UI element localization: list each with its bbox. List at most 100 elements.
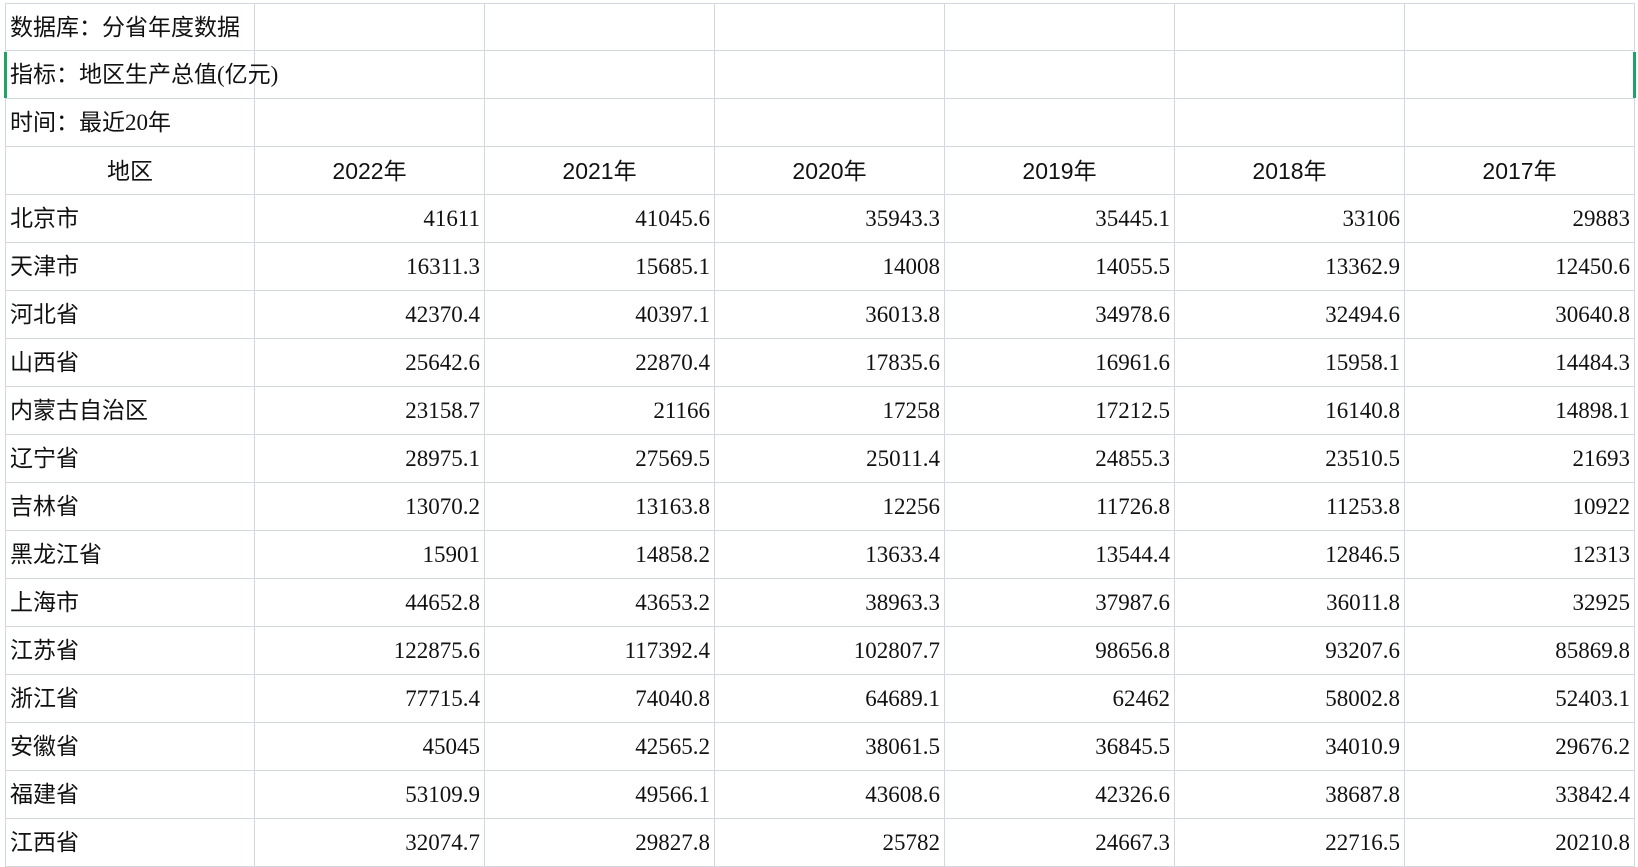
cell[interactable]: 62462 <box>945 675 1175 723</box>
cell[interactable]: 42565.2 <box>485 723 715 771</box>
cell[interactable]: 吉林省 <box>5 483 255 531</box>
cell[interactable]: 14858.2 <box>485 531 715 579</box>
cell[interactable]: 29883 <box>1405 195 1635 243</box>
cell[interactable]: 23158.7 <box>255 387 485 435</box>
cell[interactable]: 52403.1 <box>1405 675 1635 723</box>
cell[interactable]: 24855.3 <box>945 435 1175 483</box>
cell[interactable]: 24667.3 <box>945 819 1175 867</box>
cell[interactable]: 15901 <box>255 531 485 579</box>
cell[interactable]: 36013.8 <box>715 291 945 339</box>
cell[interactable]: 15685.1 <box>485 243 715 291</box>
cell[interactable]: 36011.8 <box>1175 579 1405 627</box>
cell[interactable]: 43653.2 <box>485 579 715 627</box>
cell[interactable]: 10922 <box>1405 483 1635 531</box>
cell[interactable]: 58002.8 <box>1175 675 1405 723</box>
cell[interactable]: 14898.1 <box>1405 387 1635 435</box>
cell[interactable]: 32074.7 <box>255 819 485 867</box>
cell[interactable]: 122875.6 <box>255 627 485 675</box>
cell[interactable]: 38687.8 <box>1175 771 1405 819</box>
empty-cell[interactable] <box>1175 99 1405 147</box>
cell[interactable]: 36845.5 <box>945 723 1175 771</box>
cell[interactable]: 38963.3 <box>715 579 945 627</box>
cell[interactable]: 安徽省 <box>5 723 255 771</box>
empty-cell[interactable] <box>945 51 1175 99</box>
cell[interactable]: 河北省 <box>5 291 255 339</box>
cell[interactable]: 45045 <box>255 723 485 771</box>
cell[interactable]: 43608.6 <box>715 771 945 819</box>
cell[interactable]: 77715.4 <box>255 675 485 723</box>
cell[interactable]: 17212.5 <box>945 387 1175 435</box>
cell[interactable]: 11253.8 <box>1175 483 1405 531</box>
cell[interactable]: 13163.8 <box>485 483 715 531</box>
cell[interactable]: 江苏省 <box>5 627 255 675</box>
cell[interactable]: 2020年 <box>715 147 945 195</box>
empty-cell[interactable] <box>715 99 945 147</box>
cell[interactable]: 2018年 <box>1175 147 1405 195</box>
empty-cell[interactable] <box>1405 99 1635 147</box>
cell[interactable]: 41611 <box>255 195 485 243</box>
cell[interactable]: 74040.8 <box>485 675 715 723</box>
empty-cell[interactable] <box>485 99 715 147</box>
cell[interactable]: 12256 <box>715 483 945 531</box>
cell[interactable]: 32494.6 <box>1175 291 1405 339</box>
cell[interactable]: 山西省 <box>5 339 255 387</box>
cell[interactable]: 34978.6 <box>945 291 1175 339</box>
cell[interactable]: 42370.4 <box>255 291 485 339</box>
cell[interactable]: 11726.8 <box>945 483 1175 531</box>
cell[interactable]: 44652.8 <box>255 579 485 627</box>
cell[interactable]: 98656.8 <box>945 627 1175 675</box>
cell[interactable]: 12846.5 <box>1175 531 1405 579</box>
cell[interactable]: 13544.4 <box>945 531 1175 579</box>
cell[interactable]: 117392.4 <box>485 627 715 675</box>
cell[interactable]: 上海市 <box>5 579 255 627</box>
cell[interactable]: 23510.5 <box>1175 435 1405 483</box>
empty-cell[interactable] <box>1405 3 1635 51</box>
cell[interactable]: 30640.8 <box>1405 291 1635 339</box>
empty-cell[interactable] <box>485 3 715 51</box>
cell[interactable]: 北京市 <box>5 195 255 243</box>
cell[interactable]: 25642.6 <box>255 339 485 387</box>
cell[interactable]: 37987.6 <box>945 579 1175 627</box>
cell[interactable]: 35943.3 <box>715 195 945 243</box>
cell[interactable]: 15958.1 <box>1175 339 1405 387</box>
empty-cell[interactable] <box>715 3 945 51</box>
cell[interactable]: 辽宁省 <box>5 435 255 483</box>
cell[interactable]: 福建省 <box>5 771 255 819</box>
cell[interactable]: 2022年 <box>255 147 485 195</box>
cell[interactable]: 22716.5 <box>1175 819 1405 867</box>
cell[interactable]: 21693 <box>1405 435 1635 483</box>
empty-cell[interactable] <box>945 3 1175 51</box>
empty-cell[interactable] <box>255 99 485 147</box>
cell[interactable]: 2019年 <box>945 147 1175 195</box>
cell[interactable]: 内蒙古自治区 <box>5 387 255 435</box>
cell[interactable]: 49566.1 <box>485 771 715 819</box>
cell[interactable]: 35445.1 <box>945 195 1175 243</box>
empty-cell[interactable] <box>485 51 715 99</box>
cell[interactable]: 27569.5 <box>485 435 715 483</box>
cell[interactable]: 12313 <box>1405 531 1635 579</box>
empty-cell[interactable] <box>255 3 485 51</box>
cell[interactable]: 40397.1 <box>485 291 715 339</box>
cell[interactable]: 32925 <box>1405 579 1635 627</box>
empty-cell[interactable] <box>255 51 485 99</box>
cell[interactable]: 13070.2 <box>255 483 485 531</box>
cell[interactable]: 93207.6 <box>1175 627 1405 675</box>
empty-cell[interactable] <box>1175 3 1405 51</box>
cell[interactable]: 黑龙江省 <box>5 531 255 579</box>
cell[interactable]: 14055.5 <box>945 243 1175 291</box>
cell[interactable]: 17258 <box>715 387 945 435</box>
empty-cell[interactable] <box>1175 51 1405 99</box>
cell[interactable]: 28975.1 <box>255 435 485 483</box>
cell[interactable]: 34010.9 <box>1175 723 1405 771</box>
cell[interactable]: 江西省 <box>5 819 255 867</box>
cell[interactable]: 14008 <box>715 243 945 291</box>
cell[interactable]: 数据库：分省年度数据 <box>5 3 255 51</box>
cell[interactable]: 64689.1 <box>715 675 945 723</box>
cell[interactable]: 浙江省 <box>5 675 255 723</box>
cell[interactable]: 25782 <box>715 819 945 867</box>
cell[interactable]: 29827.8 <box>485 819 715 867</box>
empty-cell[interactable] <box>945 99 1175 147</box>
cell[interactable]: 53109.9 <box>255 771 485 819</box>
cell[interactable]: 17835.6 <box>715 339 945 387</box>
cell[interactable]: 33842.4 <box>1405 771 1635 819</box>
